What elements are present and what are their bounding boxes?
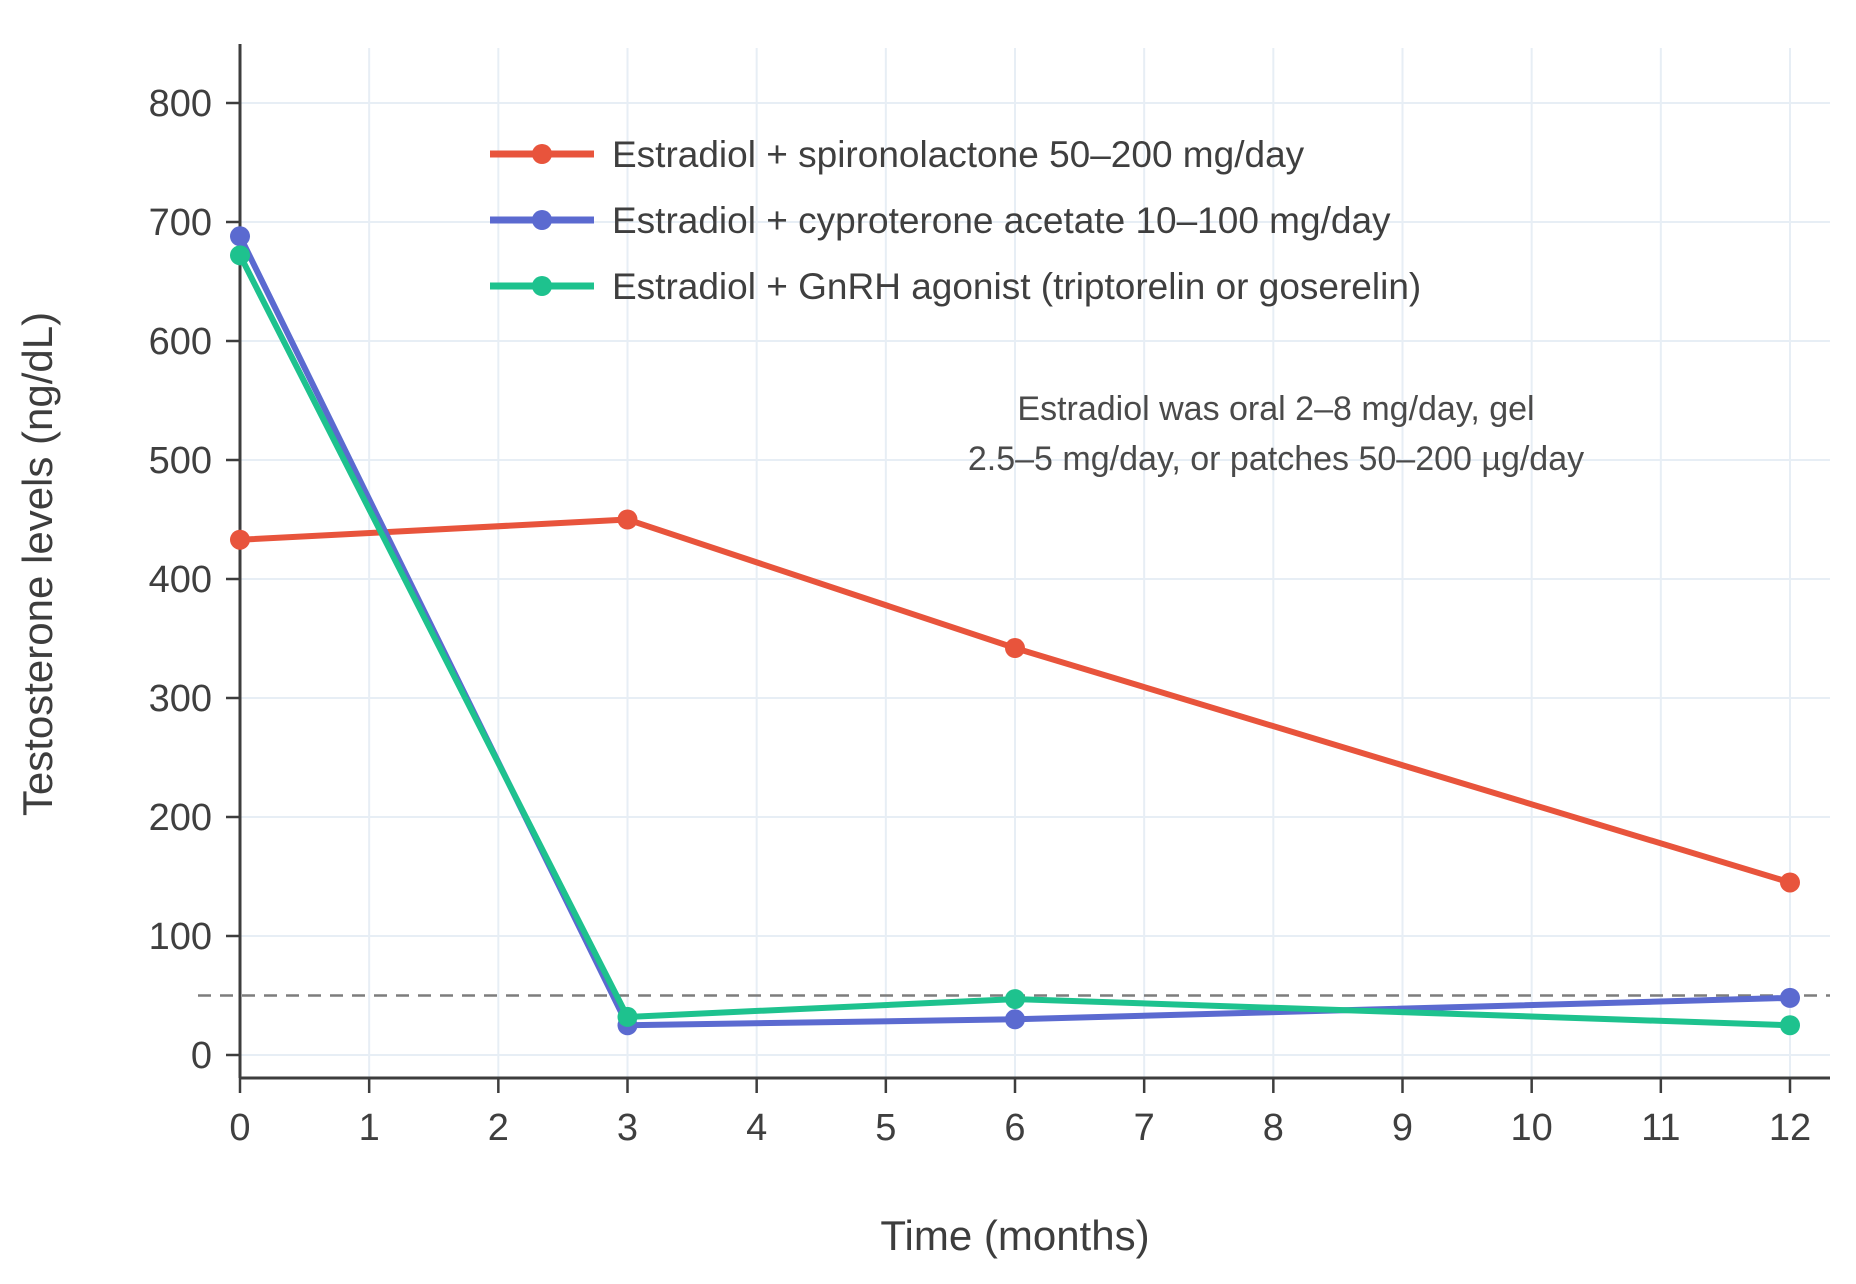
y-tick-label: 0 [191, 1035, 212, 1077]
series-line-2 [237, 252, 1793, 1029]
x-tick-label: 8 [1263, 1107, 1284, 1149]
y-tick-label: 300 [149, 678, 212, 720]
annotation: Estradiol was oral 2–8 mg/day, gel 2.5–5 … [968, 390, 1584, 478]
x-tick-label: 5 [875, 1107, 896, 1149]
data-point [617, 509, 638, 530]
x-tick-label: 6 [1004, 1107, 1025, 1149]
x-tick-label: 11 [1641, 1107, 1680, 1149]
y-axis-title: Testosterone levels (ng/dL) [14, 312, 61, 816]
x-tick-label: 10 [1511, 1107, 1553, 1149]
data-point [1005, 989, 1025, 1010]
y-tick-label: 200 [149, 797, 212, 839]
legend-marker-dot [532, 276, 552, 296]
x-tick-label: 4 [746, 1107, 767, 1149]
data-point [1780, 1015, 1800, 1036]
series-line-0 [237, 516, 1793, 886]
x-tick-label: 7 [1134, 1107, 1155, 1149]
data-point [230, 245, 250, 266]
data-point [1780, 872, 1800, 893]
x-tick-label: 2 [488, 1107, 509, 1149]
y-tick-labels: 0 100 200 300 400 500 600 700 800 [149, 83, 212, 1077]
x-tick-label: 9 [1392, 1107, 1413, 1149]
x-tick-label: 12 [1769, 1107, 1811, 1149]
annotation-line: Estradiol was oral 2–8 mg/day, gel [1017, 390, 1534, 428]
legend-label: Estradiol + spironolactone 50–200 mg/day [612, 134, 1305, 175]
data-point [1780, 987, 1800, 1008]
series-2 [230, 245, 1800, 1036]
legend: Estradiol + spironolactone 50–200 mg/day… [490, 134, 1421, 307]
data-point [230, 529, 250, 550]
legend-label: Estradiol + GnRH agonist (triptorelin or… [612, 266, 1421, 307]
data-point [1005, 638, 1025, 659]
axes [238, 44, 1830, 1080]
x-tick-labels: 0 1 2 3 4 5 6 7 8 9 10 11 12 [229, 1107, 1811, 1149]
tick-marks [226, 101, 1792, 1093]
legend-item-2: Estradiol + GnRH agonist (triptorelin or… [490, 266, 1421, 307]
series-0 [230, 509, 1800, 893]
y-tick-label: 500 [149, 440, 212, 482]
legend-item-1: Estradiol + cyproterone acetate 10–100 m… [490, 200, 1391, 241]
legend-label: Estradiol + cyproterone acetate 10–100 m… [612, 200, 1391, 241]
y-tick-label: 400 [149, 559, 212, 601]
legend-item-0: Estradiol + spironolactone 50–200 mg/day [490, 134, 1305, 175]
data-point [617, 1006, 638, 1027]
y-tick-label: 600 [149, 321, 212, 363]
x-tick-label: 1 [359, 1107, 380, 1149]
annotation-line: 2.5–5 mg/day, or patches 50–200 µg/day [968, 440, 1584, 478]
y-tick-label: 700 [149, 202, 212, 244]
legend-marker-dot [532, 144, 552, 164]
x-axis-title: Time (months) [880, 1212, 1149, 1259]
x-tick-label: 0 [229, 1107, 250, 1149]
x-tick-label: 3 [617, 1107, 638, 1149]
data-point [230, 226, 250, 247]
y-tick-label: 800 [149, 83, 212, 125]
legend-marker-dot [532, 210, 552, 230]
data-point [1005, 1009, 1025, 1030]
y-tick-label: 100 [149, 916, 212, 958]
